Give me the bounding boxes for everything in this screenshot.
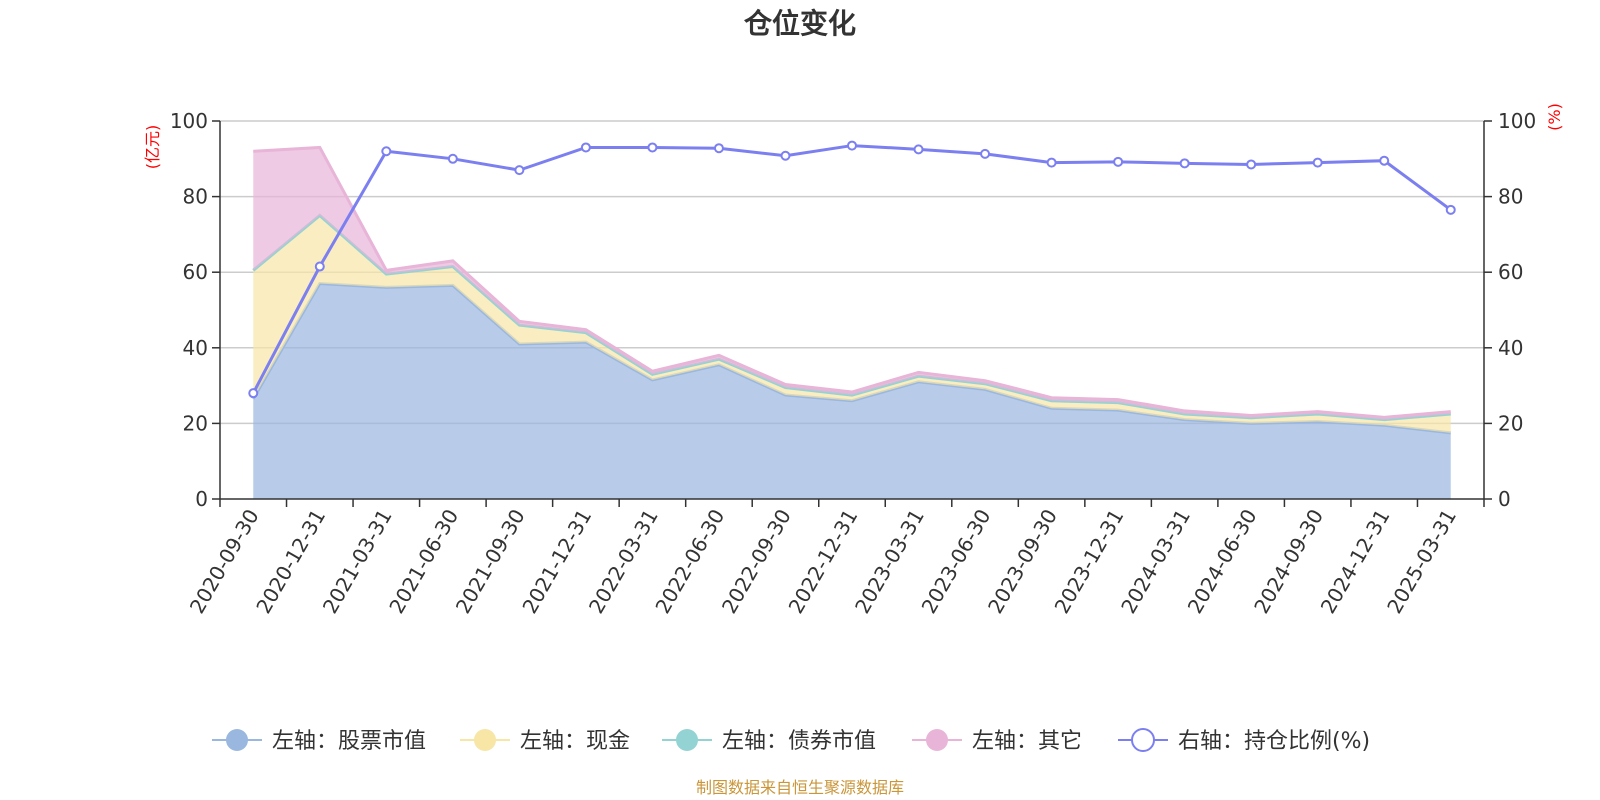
line-point (847, 140, 857, 151)
legend-marker (1131, 728, 1155, 752)
right-y-tick-label: 0 (1498, 487, 1511, 511)
left-y-tick-label: 60 (183, 260, 208, 284)
legend-label: 右轴：持仓比例(%) (1178, 729, 1370, 754)
line-point (1246, 159, 1257, 170)
x-tick-label: 2021-09-30 (451, 505, 530, 618)
x-tick-label: 2023-09-30 (983, 505, 1062, 618)
legend-marker (474, 729, 496, 751)
right-y-tick-label: 80 (1498, 185, 1523, 209)
legend-item-3[interactable]: 左轴：其它 (912, 729, 1082, 754)
line-point (1113, 156, 1124, 167)
legend-item-2[interactable]: 左轴：债券市值 (662, 729, 876, 754)
line-point (980, 148, 991, 159)
line-point (580, 142, 591, 153)
area-edge-series-3 (253, 145, 1451, 419)
x-tick-label: 2021-12-31 (517, 505, 596, 618)
chart-title: 仓位变化 (744, 7, 856, 40)
line-point (1312, 157, 1323, 168)
right-axis-unit: (%) (1545, 103, 1564, 131)
legend-item-1[interactable]: 左轴：现金 (460, 729, 630, 754)
line-point (713, 143, 724, 154)
x-tick-label: 2020-12-31 (251, 505, 330, 618)
line-point (381, 146, 392, 157)
left-y-tick-label: 40 (183, 336, 208, 360)
line-point (1179, 158, 1190, 169)
left-y-tick-label: 0 (195, 487, 208, 511)
x-tick-label: 2023-06-30 (917, 505, 996, 618)
right-y-tick-label: 40 (1498, 336, 1523, 360)
x-tick-label: 2024-03-31 (1116, 505, 1195, 618)
x-tick-label: 2022-12-31 (783, 505, 862, 618)
x-tick-label: 2024-06-30 (1183, 505, 1262, 618)
legend-label: 左轴：股票市值 (272, 729, 426, 754)
legend-label: 左轴：现金 (520, 729, 630, 754)
line-layer (248, 140, 1456, 399)
x-tick-label: 2023-03-31 (850, 505, 929, 618)
line-point (780, 150, 791, 161)
x-tick-label: 2021-06-30 (384, 505, 463, 618)
left-y-tick-label: 20 (183, 411, 208, 435)
left-axis-unit: (亿元) (143, 125, 162, 170)
line-point (248, 388, 259, 399)
x-tick-label: 2022-03-31 (584, 505, 663, 618)
line-point (514, 165, 525, 176)
legend-marker (926, 729, 948, 751)
x-tick-label: 2020-09-30 (185, 505, 264, 618)
right-y-tick-label: 60 (1498, 260, 1523, 284)
right-y-tick-label: 20 (1498, 411, 1523, 435)
right-y-tick-label: 100 (1498, 109, 1536, 133)
x-tick-label: 2024-12-31 (1316, 505, 1395, 618)
legend-label: 左轴：其它 (972, 729, 1082, 754)
line-point (447, 153, 458, 164)
line-point (913, 144, 924, 155)
legend-item-0[interactable]: 左轴：股票市值 (212, 729, 426, 754)
line-point (1445, 204, 1456, 215)
x-tick-label: 2025-03-31 (1382, 505, 1461, 618)
legend[interactable]: 左轴：股票市值 左轴：现金 左轴：债券市值 左轴：其它 右轴：持仓比例(%) (212, 728, 1370, 754)
source-note: 制图数据来自恒生聚源数据库 (696, 778, 904, 797)
x-tick-label: 2021-03-31 (318, 505, 397, 618)
line-point (314, 261, 325, 272)
line-point (1379, 155, 1390, 166)
area-layers (251, 145, 1451, 499)
left-y-tick-label: 80 (183, 185, 208, 209)
legend-item-4[interactable]: 右轴：持仓比例(%) (1118, 728, 1370, 754)
line-point (647, 142, 658, 153)
legend-marker (676, 729, 698, 751)
legend-label: 左轴：债券市值 (722, 729, 876, 754)
x-tick-label: 2022-06-30 (650, 505, 729, 618)
left-y-tick-label: 100 (170, 109, 208, 133)
x-tick-label: 2024-09-30 (1249, 505, 1328, 618)
area-series-0 (253, 283, 1451, 499)
x-tick-label: 2023-12-31 (1050, 505, 1129, 618)
line-point (1046, 157, 1057, 168)
x-tick-label: 2022-09-30 (717, 505, 796, 618)
legend-marker (226, 729, 248, 751)
